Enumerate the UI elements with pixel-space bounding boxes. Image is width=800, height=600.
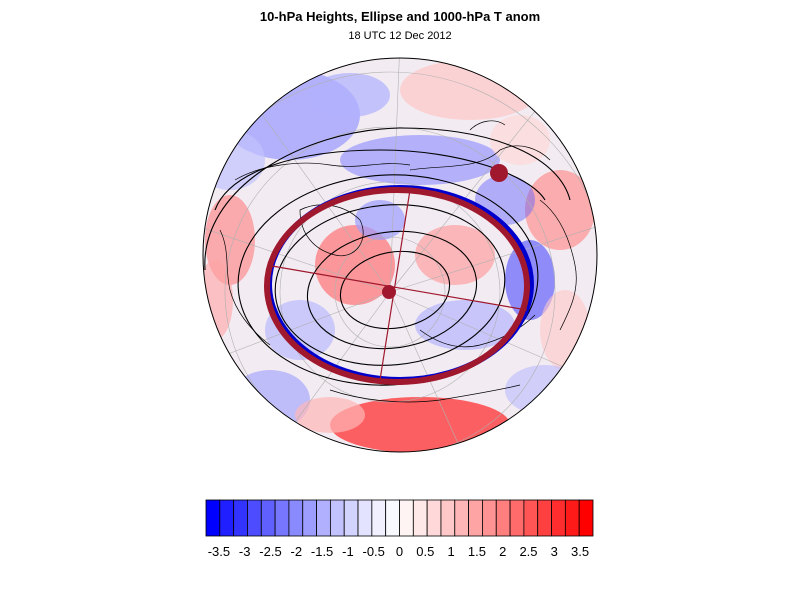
colorbar-swatch: [440, 499, 456, 537]
colorbar-swatch: [233, 499, 248, 537]
colorbar-tick-label: 3.5: [571, 544, 589, 559]
colorbar-swatch: [537, 499, 552, 537]
colorbar-swatch: [343, 499, 359, 537]
colorbar-tick-label: 2: [499, 544, 506, 559]
colorbar-tick-label: -1: [342, 544, 354, 559]
colorbar-tick-label: -3: [239, 544, 251, 559]
colorbar-swatch: [578, 499, 594, 537]
colorbar-swatch: [564, 499, 580, 537]
colorbar-tick-label: -2.5: [259, 544, 281, 559]
map-boundary: [202, 57, 598, 453]
colorbar-swatch: [523, 499, 539, 537]
colorbar-swatch: [454, 499, 470, 537]
colorbar-tick-label: 1.5: [468, 544, 486, 559]
colorbar-swatch: [302, 499, 317, 537]
vortex-centroid-marker: [490, 164, 508, 182]
colorbar-swatch: [412, 499, 428, 537]
colorbar-swatch: [260, 499, 276, 537]
colorbar-swatch: [274, 499, 290, 537]
ellipse-center-marker: [382, 285, 396, 299]
colorbar-swatch: [288, 499, 304, 537]
colorbar-tick-label: 2.5: [519, 544, 537, 559]
colorbar-swatch: [385, 499, 400, 537]
colorbar-swatch: [495, 499, 511, 537]
colorbar-tick-label: -0.5: [362, 544, 384, 559]
ellipse-minor-axis: [379, 189, 411, 381]
colorbar-swatch: [247, 499, 262, 537]
graticule: [203, 58, 597, 452]
colorbar-swatch: [482, 499, 497, 537]
colorbar-swatch: [371, 499, 387, 537]
colorbar-swatch: [219, 499, 235, 537]
colorbar-swatch: [468, 499, 483, 537]
colorbar-tick-label: 1: [447, 544, 454, 559]
colorbar-swatch: [426, 499, 442, 537]
ellipse-major-axis: [271, 265, 528, 311]
colorbar-tick-label: 3: [551, 544, 558, 559]
colorbar-swatch: [205, 499, 221, 537]
colorbar-tick-label: -1.5: [311, 544, 333, 559]
vortex-ellipse: [264, 187, 530, 385]
colorbar-swatch: [509, 499, 525, 537]
colorbar-swatch: [551, 499, 566, 537]
colorbar-swatch: [357, 499, 373, 537]
colorbar-tick-label: -2: [291, 544, 303, 559]
colorbar-swatch: [329, 499, 345, 537]
colorbar-swatch: [316, 499, 331, 537]
colorbar-swatch: [399, 499, 414, 537]
colorbar-tick-label: 0.5: [416, 544, 434, 559]
chart-subtitle: 18 UTC 12 Dec 2012: [348, 30, 452, 42]
colorbar-tick-label: 0: [396, 544, 403, 559]
colorbar-tick-label: -3.5: [208, 544, 230, 559]
chart-title: 10-hPa Heights, Ellipse and 1000-hPa T a…: [259, 9, 541, 24]
